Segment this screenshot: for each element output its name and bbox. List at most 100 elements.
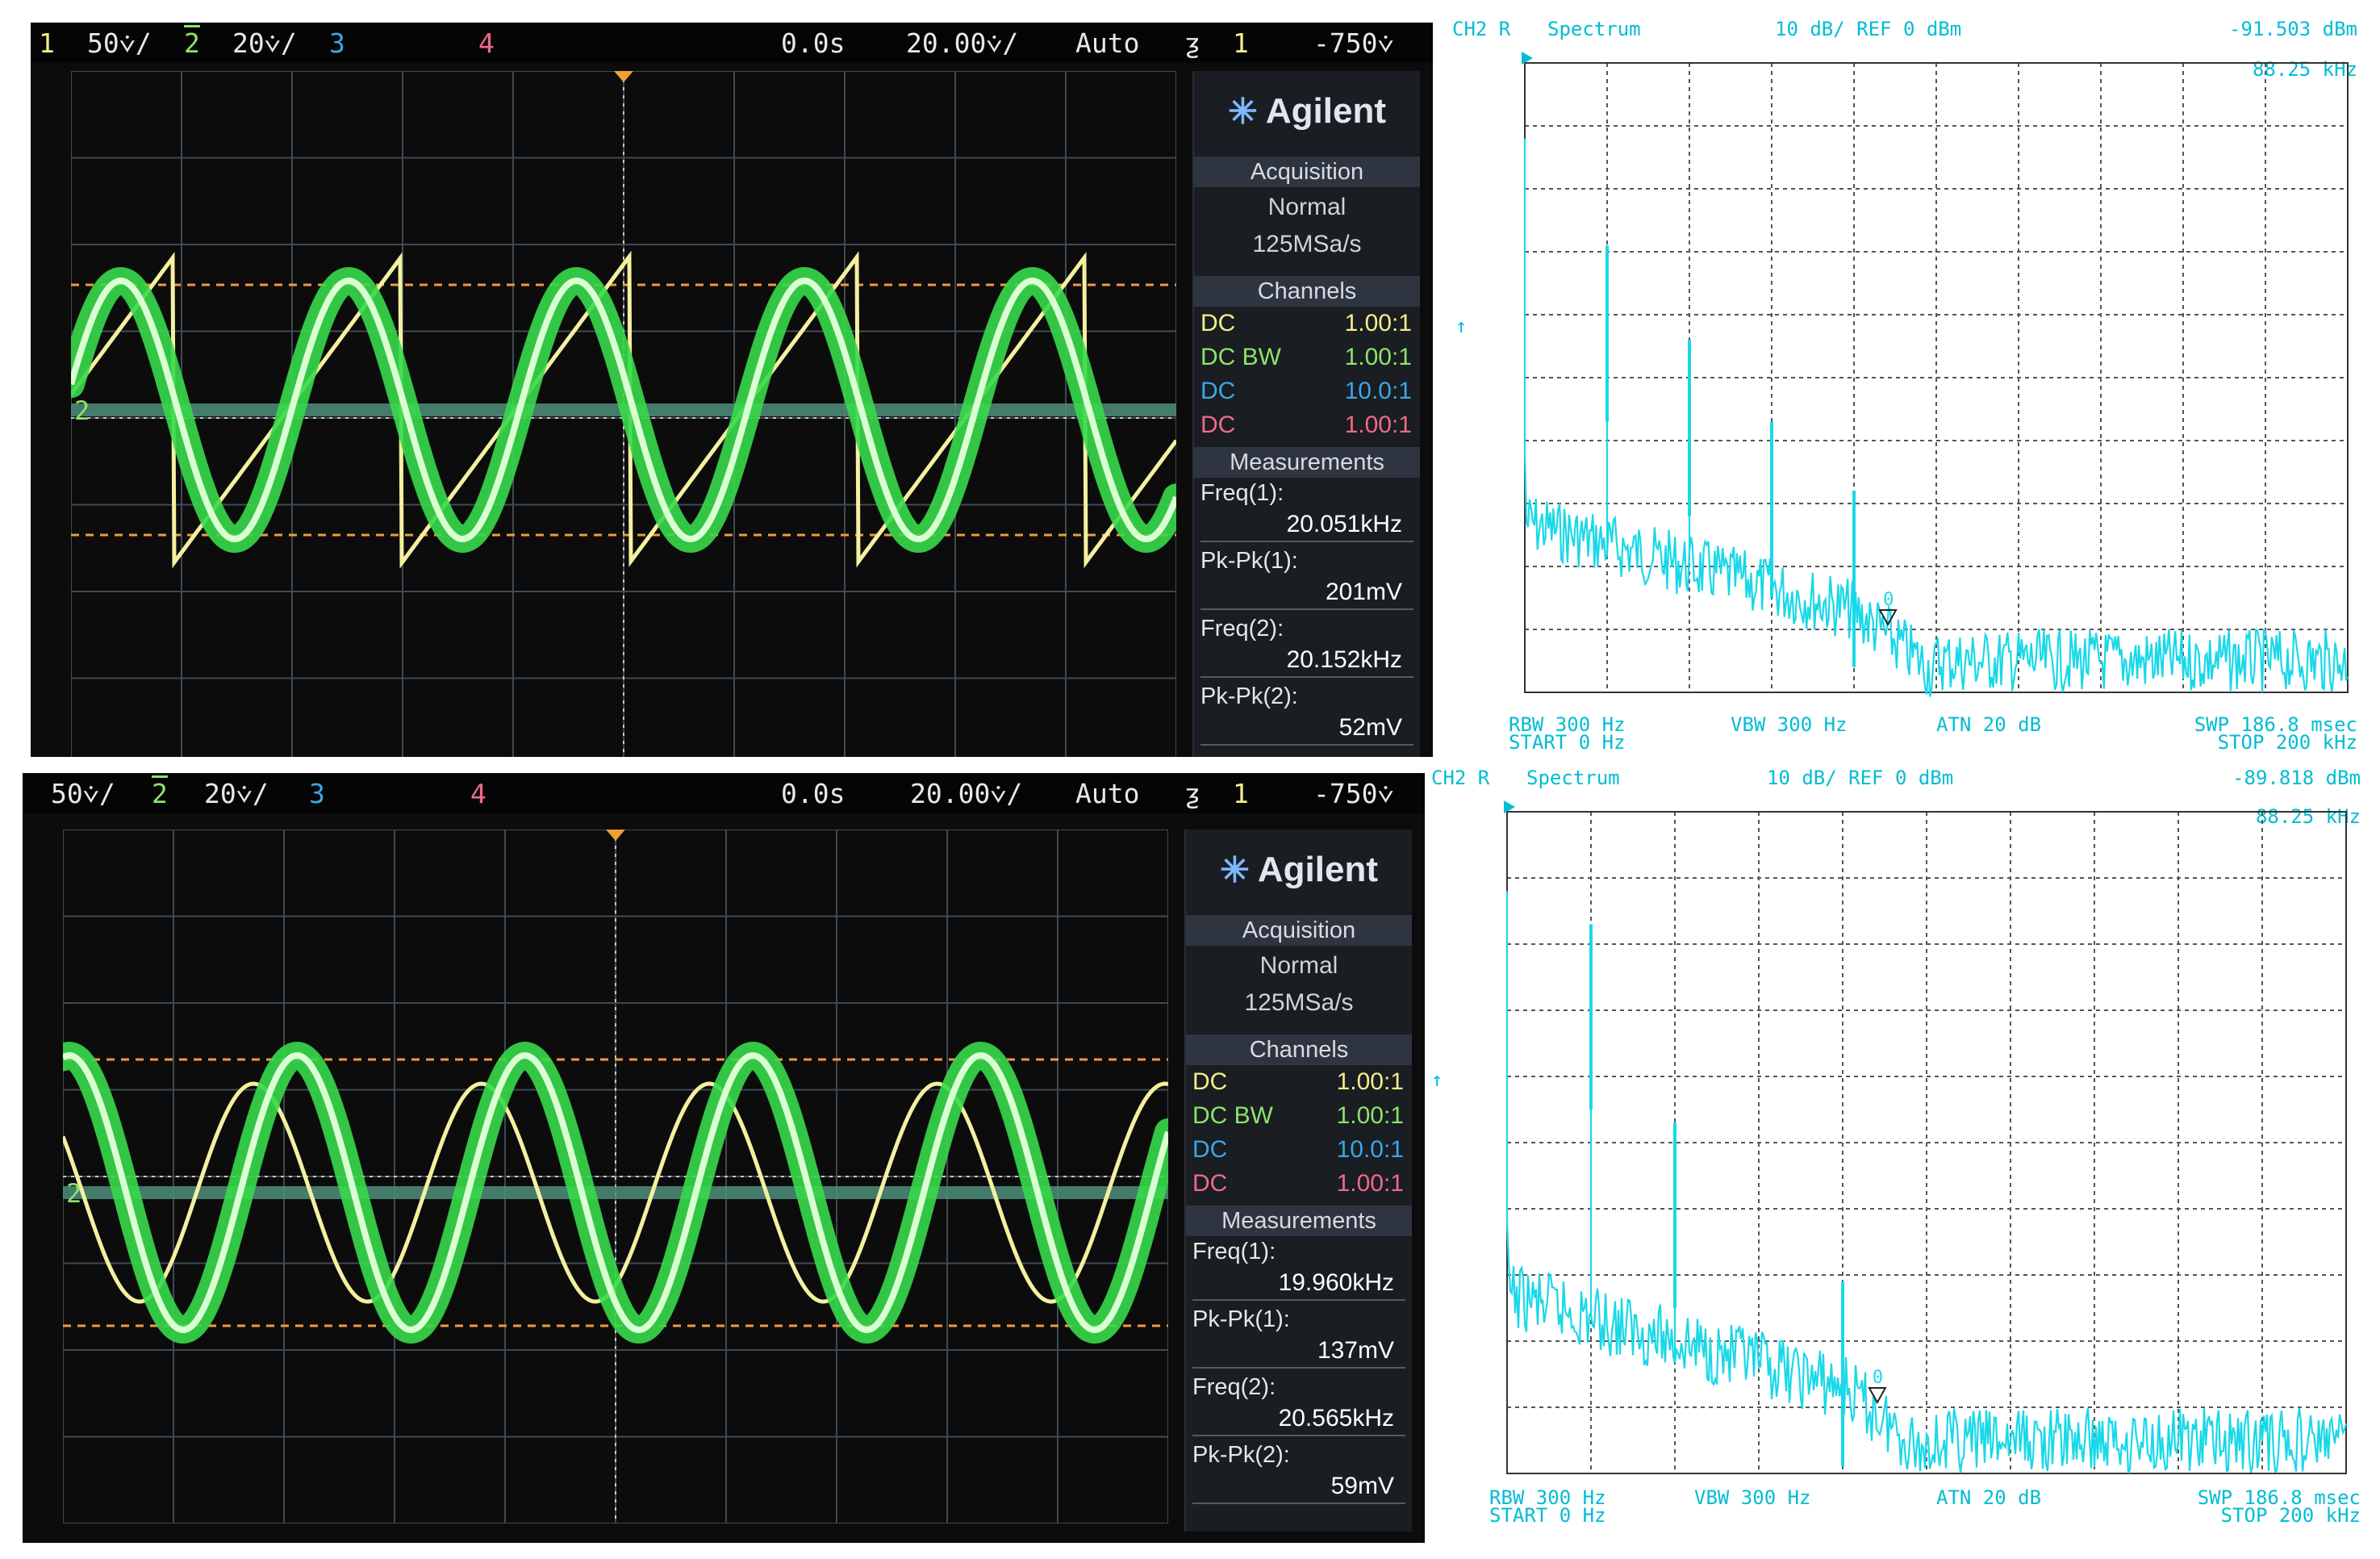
meas-label-pkpk1: Pk-Pk(1):: [1192, 1306, 1290, 1332]
channel-row-2[interactable]: DC BW 1.00:1: [1192, 1102, 1404, 1129]
vbw-readout: VBW 300 Hz: [1731, 713, 1848, 736]
ch2-scale[interactable]: 20⩒/: [204, 778, 269, 809]
trigger-edge-icon: ƺ: [1184, 778, 1200, 809]
time-offset[interactable]: 0.0s: [781, 778, 846, 809]
rbw-readout: RBW 300 Hz: [1509, 713, 1626, 736]
sweep-time: SWP 186.8 msec: [2197, 1486, 2361, 1509]
spectrum-grid: [1506, 811, 2347, 1474]
meas-value-pkpk2: 52mV: [1200, 712, 1413, 746]
ch4-number[interactable]: 4: [478, 27, 495, 59]
channels-header[interactable]: Channels: [1194, 276, 1420, 307]
channel-row-4[interactable]: DC 1.00:1: [1192, 1170, 1404, 1197]
marker-triangle-icon[interactable]: [1868, 1387, 1887, 1405]
meas-label-freq1: Freq(1):: [1192, 1239, 1276, 1264]
time-offset[interactable]: 0.0s: [781, 27, 846, 59]
ch1-scale[interactable]: 50⩒/: [51, 778, 115, 809]
trigger-edge-icon: ƺ: [1184, 27, 1200, 59]
spectrum-scale: 10 dB/ REF 0 dBm: [1767, 767, 1954, 789]
spectrum-channel: CH2 R: [1431, 767, 1490, 789]
trigger-source[interactable]: 1: [1233, 778, 1249, 809]
meas-value-freq2: 20.565kHz: [1192, 1402, 1405, 1436]
marker-triangle-icon[interactable]: [1878, 609, 1898, 627]
acquisition-mode: Normal: [1267, 194, 1347, 220]
channel-row-4[interactable]: DC 1.00:1: [1200, 412, 1412, 438]
ref-level-marker: [1504, 800, 1515, 813]
trigger-level[interactable]: -750⩒: [1313, 27, 1394, 59]
ref-level-marker: [1522, 52, 1533, 65]
marker-frequency: 88.25 kHz: [2255, 805, 2361, 828]
ch1-scale[interactable]: 50⩒/: [87, 27, 152, 59]
agilent-logo: ✳ Agilent: [1220, 850, 1378, 890]
stop-frequency: STOP 200 kHz: [2220, 1504, 2361, 1527]
spectrum-scale: 10 dB/ REF 0 dBm: [1775, 18, 1962, 40]
scope-side-panel: ✳ Agilent Acquisition Normal 125MSa/s Cha…: [1184, 830, 1412, 1532]
ref-arrow-icon: ↑: [1431, 1068, 1443, 1091]
scope-status-bar: 1 50⩒/ 2 20⩒/ 3 4 0.0s 20.00⩒/ Auto ƺ 1 …: [31, 23, 1433, 63]
trigger-position-marker[interactable]: [606, 830, 625, 841]
attenuation-readout: ATN 20 dB: [1936, 1486, 2042, 1509]
spectrum-trace: [1523, 138, 2349, 697]
acquisition-rate: 125MSa/s: [1244, 989, 1354, 1016]
trigger-mode[interactable]: Auto: [1075, 778, 1140, 809]
marker-number: 0: [1883, 590, 1894, 610]
spectrum-grid: [1524, 62, 2349, 693]
channel-row-3[interactable]: DC 10.0:1: [1200, 378, 1412, 404]
meas-value-pkpk1: 137mV: [1192, 1335, 1405, 1369]
channel-row-3[interactable]: DC 10.0:1: [1192, 1136, 1404, 1163]
acquisition-header[interactable]: Acquisition: [1186, 915, 1412, 946]
meas-value-freq2: 20.152kHz: [1200, 644, 1413, 678]
meas-label-freq2: Freq(2):: [1200, 616, 1284, 642]
spectrum-analyzer-top: CH2 R Spectrum 10 dB/ REF 0 dBm -91.503 …: [1444, 15, 2372, 757]
ch2-ground-marker[interactable]: 2: [66, 1178, 81, 1209]
start-frequency: START 0 Hz: [1509, 731, 1626, 754]
attenuation-readout: ATN 20 dB: [1936, 713, 2042, 736]
ch2-scale[interactable]: 20⩒/: [232, 27, 297, 59]
measurements-header[interactable]: Measurements: [1194, 447, 1420, 478]
channel-row-2[interactable]: DC BW 1.00:1: [1200, 344, 1412, 370]
trigger-level[interactable]: -750⩒: [1313, 778, 1394, 809]
graticule-grid: [63, 830, 1168, 1523]
channels-header[interactable]: Channels: [1186, 1034, 1412, 1065]
oscilloscope-screen-top: 1 50⩒/ 2 20⩒/ 3 4 0.0s 20.00⩒/ Auto ƺ 1 …: [31, 23, 1433, 757]
marker-level: -91.503 dBm: [2229, 18, 2357, 40]
sweep-time: SWP 186.8 msec: [2194, 713, 2357, 736]
meas-label-pkpk2: Pk-Pk(2):: [1192, 1442, 1290, 1468]
scope-graticule: 2: [63, 830, 1168, 1523]
agilent-logo: ✳ Agilent: [1228, 91, 1386, 132]
ref-arrow-icon: ↑: [1455, 315, 1468, 337]
meas-value-freq1: 20.051kHz: [1200, 508, 1413, 542]
ch2-number[interactable]: 2: [184, 27, 200, 59]
spectrum-channel: CH2 R: [1452, 18, 1511, 40]
marker-frequency: 88.25 kHz: [2252, 58, 2357, 81]
ch2-number[interactable]: 2: [152, 778, 168, 809]
spectrum-mode: Spectrum: [1547, 18, 1641, 40]
ch3-number[interactable]: 3: [309, 778, 325, 809]
spectrum-plot: 0: [1504, 800, 2348, 1474]
trigger-position-marker[interactable]: [614, 71, 633, 82]
marker-number: 0: [1873, 1368, 1883, 1388]
agilent-spark-icon: ✳: [1228, 91, 1258, 132]
meas-label-pkpk1: Pk-Pk(1):: [1200, 548, 1298, 574]
time-scale[interactable]: 20.00⩒/: [906, 27, 1019, 59]
channel-row-1[interactable]: DC 1.00:1: [1200, 310, 1412, 336]
meas-label-pkpk2: Pk-Pk(2):: [1200, 683, 1298, 709]
spectrum-plot: 0: [1522, 52, 2349, 697]
marker-level: -89.818 dBm: [2232, 767, 2361, 789]
ch2-trace: [71, 277, 1176, 543]
agilent-spark-icon: ✳: [1220, 850, 1250, 890]
ch3-number[interactable]: 3: [329, 27, 345, 59]
ch1-number[interactable]: 1: [39, 27, 55, 59]
acquisition-header[interactable]: Acquisition: [1194, 157, 1420, 187]
ch2-ground-marker[interactable]: 2: [74, 395, 90, 426]
ch2-trace: [63, 1051, 1168, 1334]
trigger-mode[interactable]: Auto: [1075, 27, 1140, 59]
measurements-header[interactable]: Measurements: [1186, 1206, 1412, 1236]
meas-value-pkpk2: 59mV: [1192, 1470, 1405, 1504]
trigger-source[interactable]: 1: [1233, 27, 1249, 59]
spectrum-trace: [1505, 891, 2348, 1474]
stop-frequency: STOP 200 kHz: [2217, 731, 2357, 754]
time-scale[interactable]: 20.00⩒/: [910, 778, 1023, 809]
scope-side-panel: ✳ Agilent Acquisition Normal 125MSa/s Cha…: [1192, 71, 1420, 757]
channel-row-1[interactable]: DC 1.00:1: [1192, 1068, 1404, 1095]
ch4-number[interactable]: 4: [470, 778, 486, 809]
